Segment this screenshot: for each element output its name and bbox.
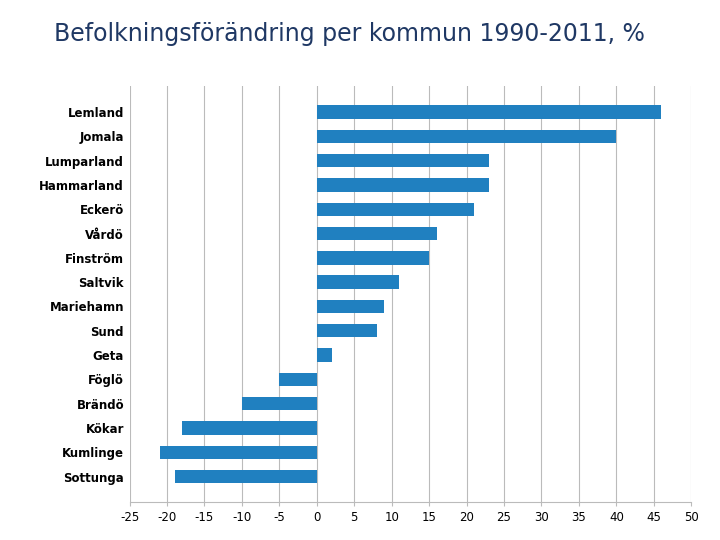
Text: Befolkningsförändring per kommun 1990-2011, %: Befolkningsförändring per kommun 1990-20… — [54, 22, 645, 45]
Bar — [317, 251, 429, 265]
Bar — [317, 300, 384, 313]
Bar — [317, 348, 332, 362]
Bar — [182, 421, 317, 435]
Bar — [317, 154, 489, 167]
Bar — [174, 470, 317, 483]
Bar — [317, 324, 377, 338]
Bar — [317, 178, 489, 192]
Bar — [317, 227, 436, 240]
Bar — [160, 446, 317, 459]
Bar — [317, 130, 616, 143]
Bar — [317, 202, 474, 216]
Bar — [279, 373, 317, 386]
Bar — [317, 275, 399, 289]
Bar — [317, 105, 661, 119]
Bar — [242, 397, 317, 410]
